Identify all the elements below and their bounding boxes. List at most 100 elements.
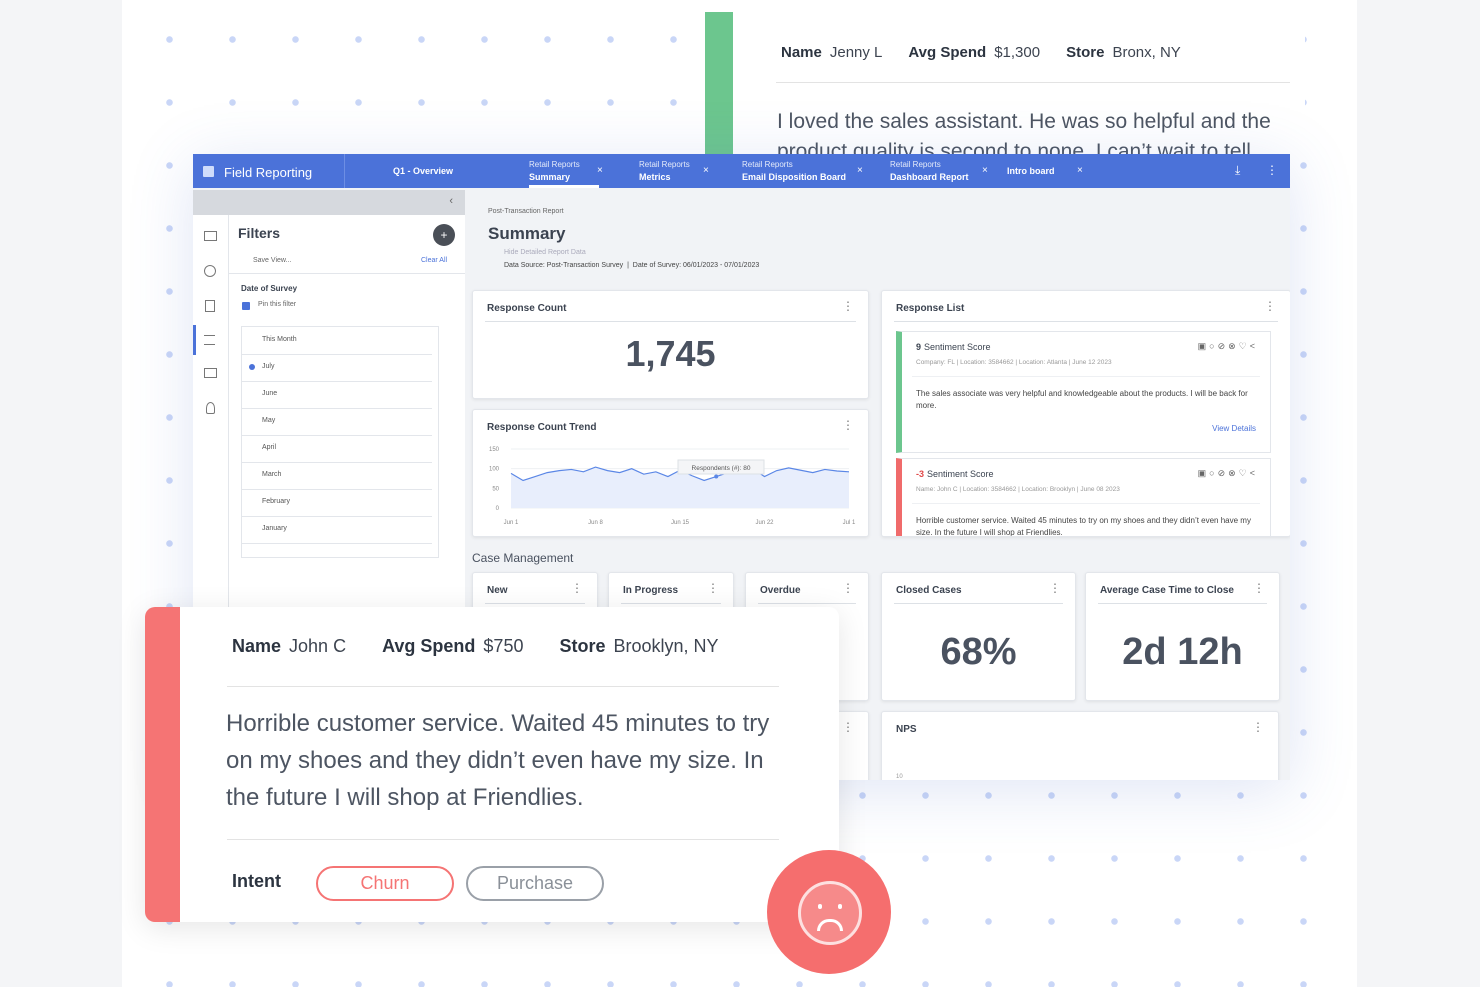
field-label: Store <box>559 636 606 656</box>
collapse-bar: ‹ <box>193 190 465 215</box>
tab-close[interactable]: × <box>982 165 988 176</box>
response-text: Horrible customer service. Waited 45 min… <box>916 516 1251 537</box>
report-title: Summary <box>488 224 566 243</box>
month-option[interactable]: April <box>242 435 432 463</box>
score: -3 <box>916 469 925 479</box>
rail-icon[interactable] <box>204 231 217 241</box>
hover-point <box>714 474 719 479</box>
month-label: February <box>262 498 291 505</box>
card-menu[interactable]: ⋮ <box>842 581 854 595</box>
download-icon[interactable]: ⤓ <box>1235 163 1241 177</box>
trend-chart: 0 50 100 150 Jun 1 Jun 8 Jun 15 Jun 22 Jul 1 Resp… <box>489 447 856 526</box>
top-quote: I loved the sales assistant. He was so h… <box>777 110 1271 155</box>
save-view[interactable]: Save View... <box>253 257 292 264</box>
month-option[interactable]: June <box>242 381 432 409</box>
score: 9 <box>916 342 922 352</box>
card-menu[interactable]: ⋮ <box>571 581 583 595</box>
card-menu[interactable]: ⋮ <box>1253 581 1265 595</box>
app-header: Field Reporting Q1 - Overview Retail Repo… <box>193 154 1290 188</box>
filters-title: Filters <box>238 225 281 241</box>
field-label: Name <box>232 636 282 656</box>
tab-label: Q1 - Overview <box>393 166 454 176</box>
case-card: Closed Cases ⋮ 68% <box>881 572 1076 701</box>
month-label: March <box>262 471 282 478</box>
month-option[interactable]: May <box>242 408 432 436</box>
intent-purchase[interactable]: Purchase <box>466 866 604 901</box>
selected-dot <box>249 364 255 370</box>
rail-icon[interactable] <box>204 368 217 378</box>
case-card: Average Case Time to Close ⋮ 2d 12h <box>1085 572 1280 701</box>
action-icons[interactable]: ▣○⊘⊗♡< <box>1197 341 1258 351</box>
card-title: NPS <box>896 724 917 735</box>
divider <box>1098 603 1267 604</box>
rail-active[interactable] <box>193 325 196 355</box>
intent-churn[interactable]: Churn <box>316 866 454 901</box>
month-option[interactable]: March <box>242 462 432 490</box>
action-icons[interactable]: ▣○⊘⊗♡< <box>1197 468 1258 478</box>
x-tick-label: Jul 1 <box>843 520 856 526</box>
bottom-quote: Horrible customer service. Waited 45 min… <box>226 710 770 811</box>
tab-label: Metrics <box>639 172 671 182</box>
view-details[interactable]: View Details <box>1212 424 1256 433</box>
eye <box>818 904 822 909</box>
rail-icon[interactable] <box>204 335 215 345</box>
score-label: Sentiment Score <box>924 342 991 352</box>
tab-close[interactable]: × <box>857 165 863 176</box>
tab-group: Retail Reports <box>742 160 793 169</box>
x-tick-label: Jun 15 <box>671 520 690 526</box>
y-tick-label: 0 <box>496 506 500 512</box>
sad-face <box>767 850 891 974</box>
hide-link[interactable]: Hide Detailed Report Data <box>504 249 586 256</box>
card-menu[interactable]: ⋮ <box>842 299 854 313</box>
kpi-value: 68% <box>940 631 1017 673</box>
card-menu[interactable]: ⋮ <box>1252 720 1264 734</box>
card-menu[interactable]: ⋮ <box>842 418 854 432</box>
collapse-icon[interactable]: ‹ <box>449 195 453 207</box>
field: Name Jenny L <box>781 44 882 61</box>
add-filter[interactable]: + <box>433 224 455 246</box>
trend-card: Response Count Trend ⋮ 0 50 100 150 Jun 1 Jun… <box>472 409 869 537</box>
response-count-card: Response Count ⋮ 1,745 <box>472 290 869 399</box>
month-option[interactable]: February <box>242 489 432 517</box>
tab-close[interactable]: × <box>703 165 709 176</box>
rail-icon[interactable] <box>206 402 215 414</box>
score-row: -3 Sentiment Score <box>916 469 994 479</box>
tab-group: Retail Reports <box>529 160 580 169</box>
month-label: This Month <box>262 336 297 343</box>
card-title: In Progress <box>623 585 679 596</box>
response-meta: Name: John C | Location: 3584662 | Locat… <box>916 486 1120 493</box>
month-option[interactable]: July <box>242 354 432 382</box>
month-option[interactable]: This Month <box>242 327 432 355</box>
clear-all[interactable]: Clear All <box>421 257 448 264</box>
section-title: Case Management <box>472 551 574 565</box>
card-title: Response List <box>896 303 965 314</box>
top-card: Name Jenny L Avg Spend $1,300 Store Bronx, NY… <box>705 12 1305 155</box>
pin-filter[interactable]: Pin this filter <box>258 301 297 308</box>
divider <box>776 82 1290 83</box>
card-menu[interactable]: ⋮ <box>842 720 854 734</box>
kpi-value: 1,745 <box>625 333 716 374</box>
card-menu[interactable]: ⋮ <box>1049 581 1061 595</box>
month-label: April <box>262 444 277 451</box>
y-tick-label: 50 <box>492 486 499 492</box>
card-title: Overdue <box>760 585 801 596</box>
tab-label: Intro board <box>1007 166 1055 176</box>
tab-close[interactable]: × <box>597 165 603 176</box>
month-option[interactable]: January <box>242 516 432 544</box>
checkbox[interactable] <box>242 302 250 310</box>
tab-close[interactable]: × <box>1077 165 1083 176</box>
card-menu[interactable]: ⋮ <box>1264 299 1276 313</box>
rail-icon[interactable] <box>204 265 216 277</box>
field-value: John C <box>289 636 347 656</box>
brand-icon <box>203 166 214 177</box>
menu-icon[interactable]: ⋮ <box>1266 163 1278 177</box>
trend-area <box>511 467 849 508</box>
tab-label: Dashboard Report <box>890 172 969 182</box>
card-menu[interactable]: ⋮ <box>707 581 719 595</box>
field-label: Avg Spend <box>382 636 476 656</box>
rail-icon[interactable] <box>205 300 215 312</box>
tooltip: Respondents (#): 80 <box>692 465 751 472</box>
bottom-card: Name John C Avg Spend $750 Store Brooklyn, NY… <box>145 607 839 922</box>
divider <box>758 603 856 604</box>
divider <box>894 321 1278 322</box>
